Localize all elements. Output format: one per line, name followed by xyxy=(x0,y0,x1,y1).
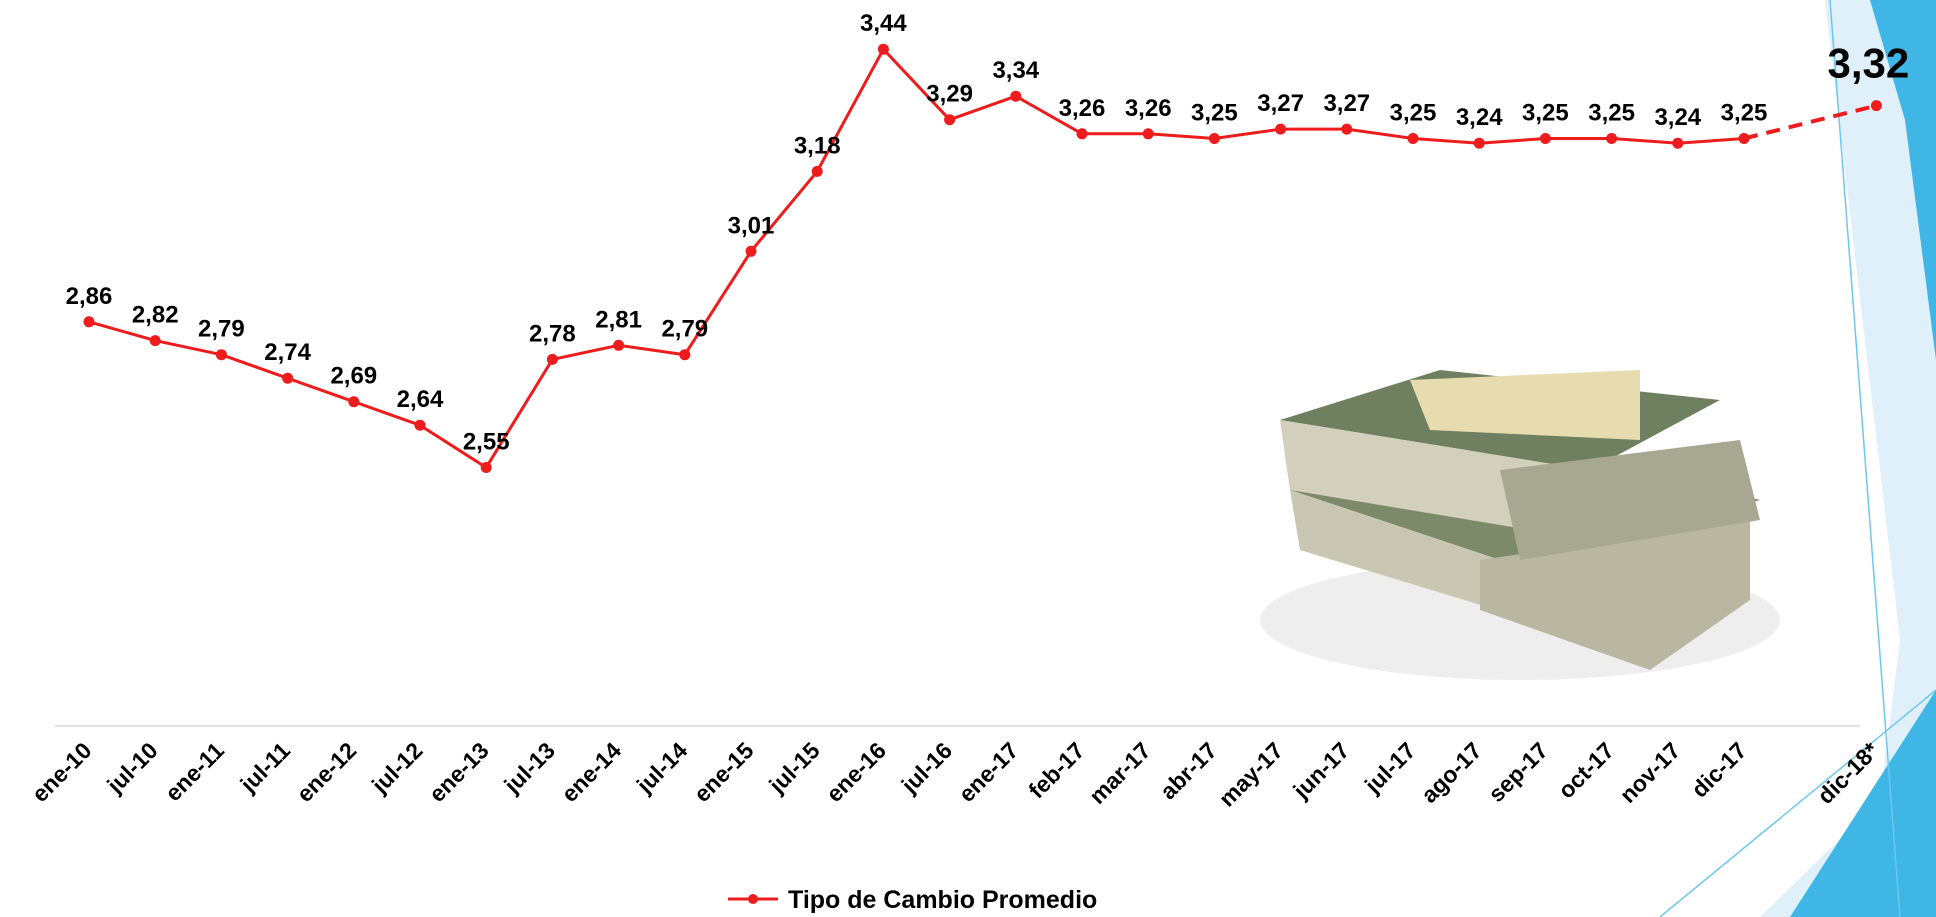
data-label: 3,26 xyxy=(1125,95,1172,122)
data-point xyxy=(745,245,757,257)
legend-label: Tipo de Cambio Promedio xyxy=(788,886,1097,914)
decor-line xyxy=(1659,689,1936,917)
data-label: 3,34 xyxy=(992,57,1039,84)
data-label: 3,27 xyxy=(1323,90,1370,117)
x-tick-label: oct-17 xyxy=(1553,737,1619,803)
data-point xyxy=(877,43,889,55)
data-label: 2,69 xyxy=(330,363,377,390)
x-tick-label: jul-17 xyxy=(1359,737,1421,799)
data-label: 3,29 xyxy=(926,81,973,108)
data-label: 3,25 xyxy=(1191,100,1238,127)
x-tick-label: jul-12 xyxy=(366,737,428,799)
data-label: 3,32 xyxy=(1828,40,1910,87)
data-label: 2,86 xyxy=(66,283,113,310)
x-tick-label: ene-14 xyxy=(556,737,626,807)
data-label: 2,74 xyxy=(264,339,311,366)
decor-panel xyxy=(1760,0,1936,917)
x-tick-label: jul-15 xyxy=(763,737,825,799)
legend: Tipo de Cambio Promedio xyxy=(728,886,1097,914)
data-point xyxy=(1738,133,1750,144)
x-tick-label: jul-14 xyxy=(631,737,693,799)
x-tick-label: ene-10 xyxy=(27,737,97,807)
data-point xyxy=(1076,128,1088,140)
x-tick-label: jul-13 xyxy=(498,737,560,799)
x-tick-label: ene-12 xyxy=(291,737,361,807)
x-tick-label: may-17 xyxy=(1214,737,1288,811)
money-band xyxy=(1410,370,1640,440)
data-point xyxy=(83,316,95,328)
data-label: 2,64 xyxy=(397,386,444,413)
data-point xyxy=(1539,133,1551,144)
x-tick-label: ene-11 xyxy=(160,737,229,806)
data-point xyxy=(1010,90,1022,102)
data-label: 3,25 xyxy=(1522,100,1569,127)
x-tick-label: nov-17 xyxy=(1615,737,1686,808)
x-tick-label: dic-17 xyxy=(1686,737,1751,802)
decor-line xyxy=(1829,0,1901,917)
data-point xyxy=(215,349,227,361)
data-point xyxy=(480,462,492,473)
data-point xyxy=(944,114,956,126)
x-tick-label: mar-17 xyxy=(1084,737,1156,809)
x-tick-label: feb-17 xyxy=(1023,737,1089,803)
data-label: 2,55 xyxy=(463,429,510,456)
data-label: 3,26 xyxy=(1059,95,1106,122)
data-point xyxy=(149,335,161,347)
data-label: 3,25 xyxy=(1721,100,1768,127)
money-stack xyxy=(1480,520,1750,670)
data-label: 3,24 xyxy=(1456,104,1503,131)
data-label: 2,79 xyxy=(198,316,245,343)
data-point xyxy=(546,353,558,365)
money-stack xyxy=(1290,490,1530,620)
x-tick-label: ago-17 xyxy=(1416,737,1487,808)
data-label: 3,25 xyxy=(1588,100,1635,127)
data-point xyxy=(1870,100,1882,112)
data-point xyxy=(613,339,625,351)
money-illustration xyxy=(1260,370,1780,680)
data-point xyxy=(348,396,360,408)
data-label: 3,24 xyxy=(1654,104,1701,131)
x-tick-label: jul-10 xyxy=(101,737,163,799)
data-point xyxy=(414,419,426,431)
x-tick-label: ene-13 xyxy=(424,737,494,807)
x-tick-label: jul-11 xyxy=(234,737,295,798)
data-line xyxy=(88,46,1745,470)
money-stack xyxy=(1500,440,1760,560)
data-label: 2,82 xyxy=(132,302,179,329)
x-tick-label: jul-16 xyxy=(896,737,958,799)
data-label: 2,78 xyxy=(529,320,576,347)
data-point xyxy=(1341,123,1353,135)
legend-marker xyxy=(748,894,758,904)
data-point xyxy=(1672,137,1684,149)
data-label: 3,18 xyxy=(794,132,841,159)
data-point xyxy=(1208,133,1220,144)
decor-triangle xyxy=(1790,690,1936,917)
data-label: 3,01 xyxy=(728,212,775,239)
data-point xyxy=(1473,137,1485,149)
data-point xyxy=(1142,128,1154,140)
data-point xyxy=(1275,123,1287,135)
x-tick-label: ene-17 xyxy=(953,737,1023,807)
x-tick-label: ene-15 xyxy=(689,737,759,807)
data-point xyxy=(1606,133,1618,144)
data-label: 3,27 xyxy=(1257,90,1304,117)
x-tick-label: sep-17 xyxy=(1483,737,1553,807)
data-point xyxy=(811,165,823,177)
data-point xyxy=(282,372,294,384)
data-label: 3,25 xyxy=(1390,100,1437,127)
data-point xyxy=(1407,133,1419,144)
decor-triangle xyxy=(1870,0,1936,360)
x-tick-label: jun-17 xyxy=(1287,737,1354,804)
x-tick-label: ene-16 xyxy=(821,737,891,807)
data-label: 2,79 xyxy=(661,316,708,343)
data-label: 2,81 xyxy=(595,306,642,333)
x-tick-label: abr-17 xyxy=(1155,737,1222,804)
data-label: 3,44 xyxy=(860,10,907,37)
data-point xyxy=(679,349,691,361)
decoration xyxy=(1659,0,1936,917)
